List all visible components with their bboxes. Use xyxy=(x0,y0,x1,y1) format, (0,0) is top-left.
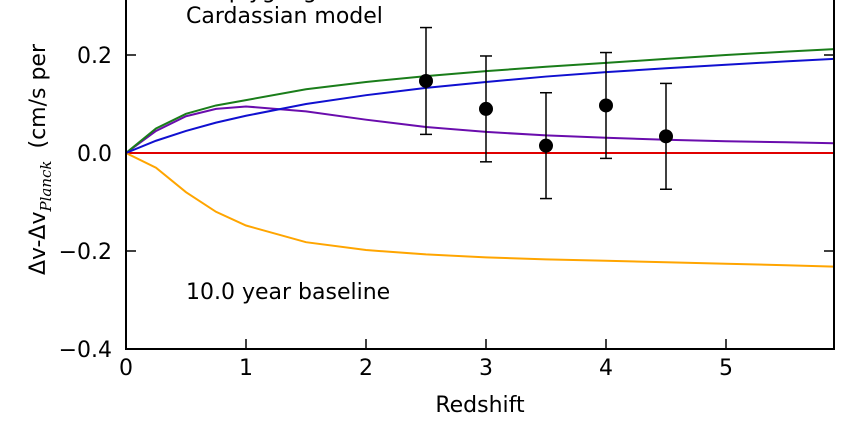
x-tick-label: 1 xyxy=(239,356,253,381)
y-tick-label: 0.2 xyxy=(77,44,112,69)
series-line xyxy=(125,105,835,154)
data-point xyxy=(539,138,553,153)
legend-entry: Chaplygin gas xyxy=(186,0,342,4)
data-point xyxy=(419,73,433,88)
y-label-sub: Planck xyxy=(37,161,55,213)
x-axis-label: Redshift xyxy=(435,393,525,418)
data-point xyxy=(599,98,613,113)
y-tick-label: 0.0 xyxy=(77,142,112,167)
data-point xyxy=(479,101,493,116)
y-label-rest: (cm/s per xyxy=(26,43,51,148)
x-tick-label: 2 xyxy=(359,356,373,381)
annotation: 10.0 year baseline xyxy=(186,280,390,305)
series-line xyxy=(125,152,835,268)
x-tick-label: 5 xyxy=(719,356,733,381)
y-axis-label: Δv-ΔvPlanck (cm/s per xyxy=(26,43,55,275)
y-tick-label: −0.2 xyxy=(59,240,112,265)
plot-frame xyxy=(125,0,835,350)
legend-entry: Cardassian model xyxy=(186,4,383,29)
y-label-main: Δv-Δv xyxy=(26,212,51,276)
data-point xyxy=(659,129,673,144)
x-tick-label: 4 xyxy=(599,356,613,381)
x-tick-label: 3 xyxy=(479,356,493,381)
y-tick-label: −0.4 xyxy=(59,338,112,363)
x-tick-label: 0 xyxy=(119,356,133,381)
